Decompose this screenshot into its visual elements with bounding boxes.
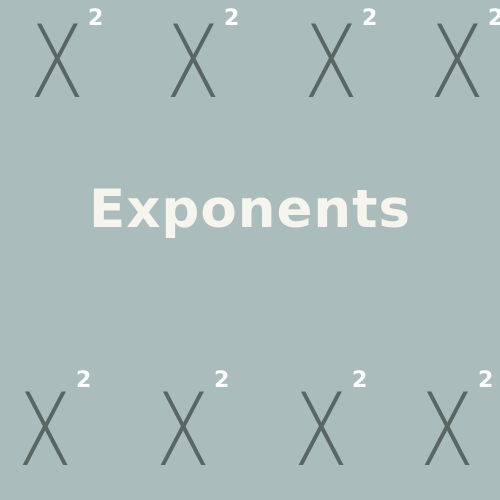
- term-base: X: [420, 371, 474, 489]
- term-base: X: [30, 3, 84, 121]
- term-exponent: 2: [478, 368, 494, 393]
- term-base: X: [166, 3, 220, 121]
- term-base: X: [294, 371, 348, 489]
- term-base: X: [430, 3, 484, 121]
- term-base: X: [304, 3, 358, 121]
- term-exponent: 2: [214, 368, 230, 393]
- term-base: X: [18, 371, 72, 489]
- term-exponent: 2: [488, 6, 500, 31]
- page-title: Exponents: [88, 179, 412, 240]
- term-exponent: 2: [76, 368, 92, 393]
- term-base: X: [156, 371, 210, 489]
- term-exponent: 2: [362, 6, 378, 31]
- term-exponent: 2: [88, 6, 104, 31]
- term-exponent: 2: [224, 6, 240, 31]
- term-exponent: 2: [352, 368, 368, 393]
